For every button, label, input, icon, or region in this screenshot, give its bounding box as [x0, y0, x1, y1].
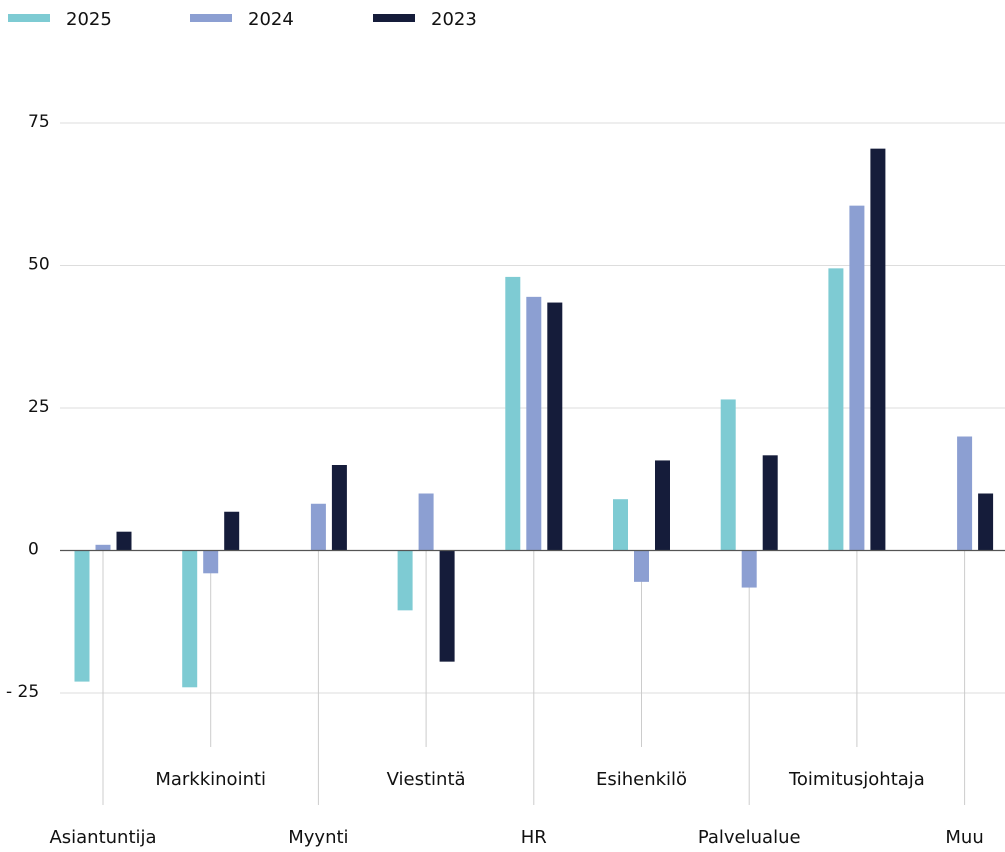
- bar-2023: [331, 465, 347, 551]
- category-labels: Asiantuntija Markkinointi Myynti Viestintä H…: [49, 769, 983, 848]
- bar-2024: [741, 550, 757, 588]
- bar-2023: [116, 531, 132, 551]
- legend-item-2023: 2023: [373, 9, 477, 30]
- axes: 75 50 25 0 - 25: [6, 112, 1005, 702]
- y-tick-label: 75: [28, 112, 50, 132]
- bar-2025: [828, 268, 844, 551]
- category-label: Myynti: [288, 827, 348, 848]
- y-tick-label: 25: [28, 397, 50, 417]
- bar-2024: [203, 550, 219, 574]
- y-tick-label: 50: [28, 255, 50, 275]
- category-label: Toimitusjohtaja: [788, 769, 925, 790]
- legend-swatch: [373, 14, 415, 22]
- category-label: Esihenkilö: [596, 769, 687, 790]
- bar-2023: [439, 550, 455, 662]
- y-tick-label: - 25: [6, 682, 39, 702]
- bar-2025: [397, 550, 413, 611]
- bar-2023: [762, 455, 778, 551]
- bar-2025: [720, 399, 736, 551]
- bar-2024: [95, 544, 111, 551]
- legend-label: 2025: [66, 9, 112, 30]
- y-tick-label: 0: [28, 540, 39, 560]
- legend-item-2025: 2025: [8, 9, 112, 30]
- bar-2024: [418, 493, 434, 551]
- bar-2024: [634, 550, 649, 582]
- category-leader-lines: [102, 550, 966, 805]
- category-label: Muu: [945, 827, 983, 848]
- legend-swatch: [8, 14, 50, 22]
- bar-2023: [870, 148, 886, 551]
- legend-label: 2024: [248, 9, 294, 30]
- bar-2023: [655, 460, 670, 551]
- bar-2024: [957, 436, 973, 551]
- bar-2023: [547, 302, 563, 551]
- bar-2025: [74, 550, 90, 682]
- bar-2023: [224, 511, 240, 551]
- legend-label: 2023: [431, 9, 477, 30]
- legend-swatch: [190, 14, 232, 22]
- category-label: Viestintä: [387, 769, 466, 790]
- bar-2025: [182, 550, 198, 688]
- bar-2025: [505, 276, 521, 551]
- bars: [74, 148, 994, 688]
- legend: 2025 2024 2023: [8, 9, 477, 30]
- bar-2023: [978, 493, 994, 551]
- category-label: Asiantuntija: [49, 827, 156, 848]
- category-label: HR: [521, 827, 547, 848]
- bar-2024: [310, 503, 326, 551]
- category-label: Palvelualue: [698, 827, 801, 848]
- bar-2025: [613, 499, 628, 551]
- legend-item-2024: 2024: [190, 9, 294, 30]
- bar-2024: [526, 296, 542, 551]
- category-label: Markkinointi: [155, 769, 266, 790]
- bar-2024: [849, 205, 865, 551]
